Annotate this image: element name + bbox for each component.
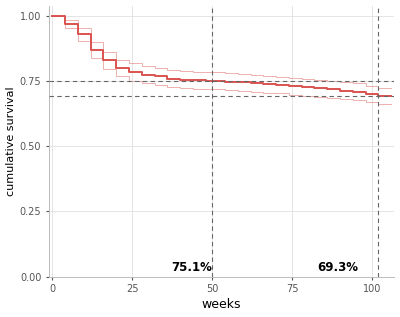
X-axis label: weeks: weeks (202, 298, 242, 311)
Y-axis label: cumulative survival: cumulative survival (6, 86, 16, 196)
Text: 69.3%: 69.3% (318, 261, 359, 274)
Text: 75.1%: 75.1% (171, 261, 212, 274)
